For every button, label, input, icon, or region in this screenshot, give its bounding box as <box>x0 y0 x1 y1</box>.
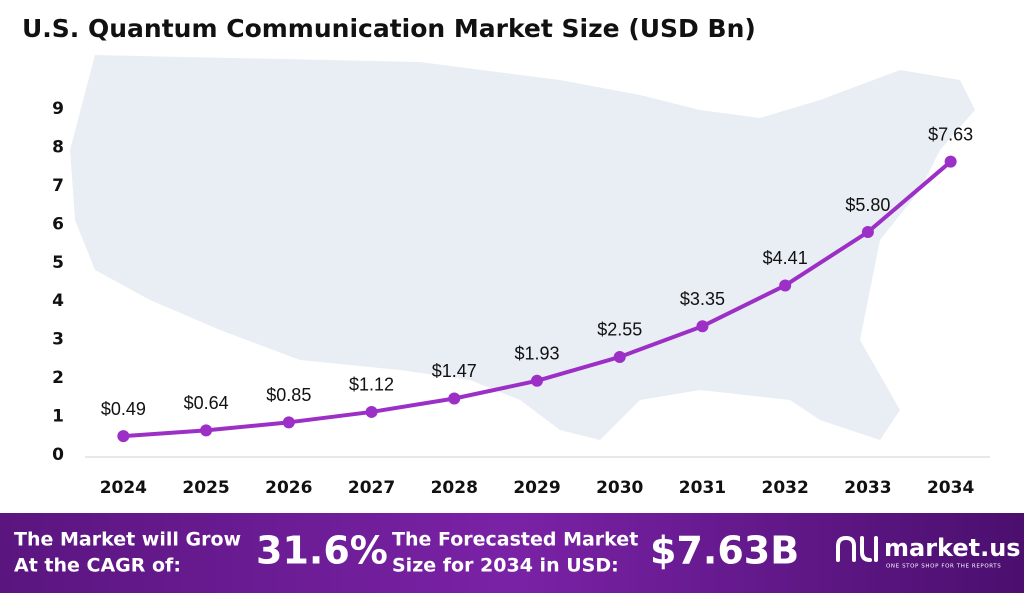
y-tick-label: 1 <box>52 407 64 427</box>
forecast-text: The Forecasted Market <box>392 529 638 551</box>
point <box>861 226 874 239</box>
x-tick-label: 2029 <box>513 478 560 498</box>
value-label: $1.12 <box>349 375 394 395</box>
x-tick-label: 2026 <box>265 478 312 498</box>
point <box>613 350 626 363</box>
forecast-value: $7.63B <box>650 529 799 573</box>
value-label: $7.63 <box>928 124 973 144</box>
point <box>531 374 543 387</box>
y-tick-label: 3 <box>52 330 64 350</box>
point <box>448 392 461 405</box>
brand-logo <box>836 535 878 562</box>
x-tick-label: 2025 <box>182 478 229 498</box>
y-tick-label: 5 <box>52 253 64 273</box>
value-label: $1.93 <box>514 344 559 364</box>
x-tick-label: 2027 <box>348 478 395 498</box>
x-tick-label: 2032 <box>762 478 809 498</box>
value-label: $5.80 <box>845 195 890 215</box>
y-tick-label: 6 <box>52 214 64 234</box>
chart-title: U.S. Quantum Communication Market Size (… <box>22 14 756 43</box>
y-tick-label: 8 <box>52 137 64 157</box>
x-tick-label: 2028 <box>431 478 478 498</box>
x-tick-label: 2033 <box>844 478 891 498</box>
y-tick-label: 4 <box>52 291 64 311</box>
point <box>365 405 378 418</box>
value-label: $4.41 <box>763 248 808 268</box>
y-tick-label: 2 <box>52 368 64 388</box>
map-background <box>70 55 975 440</box>
point <box>282 416 295 429</box>
cagr-value: 31.6% <box>256 529 388 573</box>
y-tick-label: 7 <box>52 176 64 196</box>
point <box>200 424 213 437</box>
brand-name: market.us <box>884 534 1021 562</box>
point <box>779 279 792 292</box>
y-tick-label: 9 <box>52 99 64 119</box>
value-label: $3.35 <box>680 289 725 309</box>
point <box>117 430 130 443</box>
point <box>944 155 957 168</box>
cagr-text: At the CAGR of: <box>14 555 181 577</box>
point <box>696 320 709 333</box>
value-label: $0.85 <box>266 385 311 405</box>
value-label: $2.55 <box>597 320 642 340</box>
x-tick-label: 2024 <box>100 478 147 498</box>
brand-tagline: ONE STOP SHOP FOR THE REPORTS <box>886 564 1001 570</box>
x-tick-label: 2031 <box>679 478 726 498</box>
footer-band <box>0 513 1024 593</box>
value-label: $0.49 <box>101 399 146 419</box>
value-label: $0.64 <box>184 393 229 413</box>
y-tick-label: 0 <box>52 445 64 465</box>
x-tick-label: 2034 <box>927 478 974 498</box>
x-tick-label: 2030 <box>596 478 643 498</box>
forecast-text: Size for 2034 in USD: <box>392 555 619 577</box>
value-label: $1.47 <box>432 361 477 381</box>
cagr-text: The Market will Grow <box>14 529 241 551</box>
